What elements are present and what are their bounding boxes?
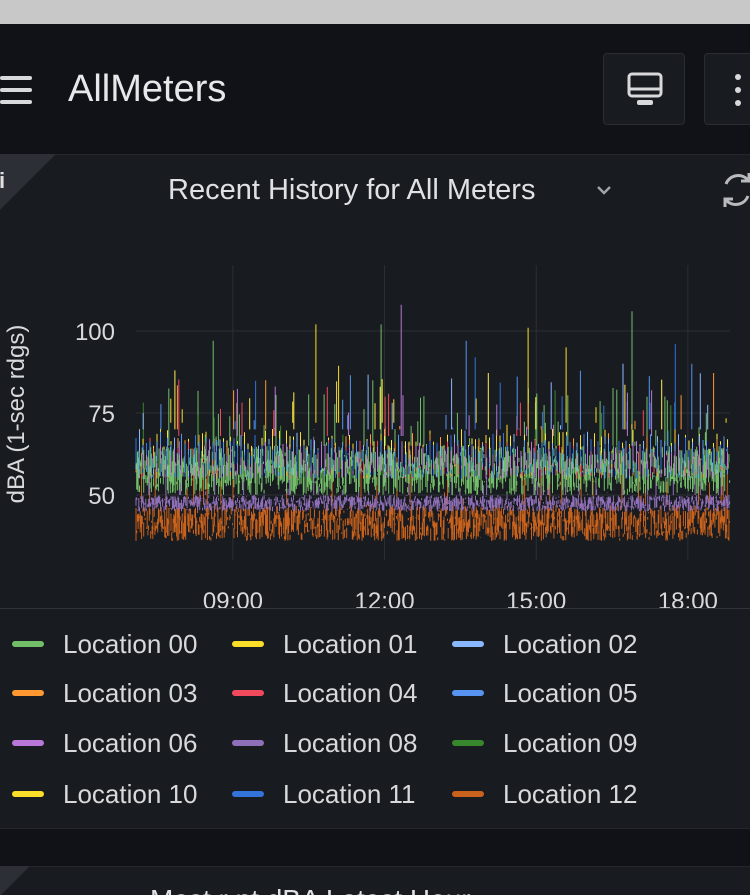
y-tick-label: 100 (75, 319, 115, 346)
panel-title[interactable]: Recent History for All Meters (168, 174, 536, 206)
legend-label: Location 08 (283, 728, 418, 758)
legend-item-location-03[interactable]: Location 03 (12, 678, 222, 708)
panel-info-corner[interactable] (0, 154, 56, 210)
series-line-location-01 (135, 324, 728, 469)
y-tick-label: 50 (88, 483, 115, 510)
legend-label: Location 03 (63, 678, 198, 708)
chart-bottom-border (0, 608, 750, 609)
legend-label: Location 01 (283, 629, 418, 659)
x-tick-label: 18:00 (658, 588, 718, 615)
more-options-button[interactable] (704, 53, 750, 125)
legend-item-location-02[interactable]: Location 02 (452, 629, 662, 659)
next-panel-title[interactable]: Most r nt dBA Latest Hour (150, 884, 471, 895)
legend-swatch (232, 791, 264, 797)
legend-label: Location 09 (503, 728, 638, 758)
legend-swatch (12, 791, 44, 797)
legend-label: Location 06 (63, 728, 198, 758)
legend-label: Location 11 (283, 779, 416, 809)
legend-swatch (232, 641, 264, 647)
info-icon[interactable]: i (0, 168, 6, 193)
legend-item-location-09[interactable]: Location 09 (452, 728, 662, 758)
legend-swatch (232, 740, 264, 746)
legend-label: Location 02 (503, 629, 638, 659)
next-panel-info-corner[interactable] (0, 866, 30, 895)
legend-item-location-05[interactable]: Location 05 (452, 678, 662, 708)
legend-swatch (12, 740, 44, 746)
legend-item-location-00[interactable]: Location 00 (12, 629, 222, 659)
legend-item-location-12[interactable]: Location 12 (452, 779, 662, 809)
legend-item-location-11[interactable]: Location 11 (232, 779, 442, 809)
chevron-down-icon[interactable] (596, 184, 612, 196)
legend-swatch (452, 791, 484, 797)
next-panel (0, 866, 750, 895)
legend-item-location-04[interactable]: Location 04 (232, 678, 442, 708)
legend-swatch (452, 641, 484, 647)
series-line-location-08 (135, 436, 731, 512)
refresh-icon[interactable] (720, 170, 750, 210)
x-tick-label: 12:00 (355, 588, 415, 615)
chart-series-lines (135, 304, 731, 541)
vertical-dots-icon (735, 74, 741, 80)
legend-swatch (12, 641, 44, 647)
browser-top-strip (0, 0, 750, 24)
series-line-location-06 (135, 304, 728, 479)
legend-label: Location 04 (283, 678, 418, 708)
y-axis-label: dBA (1-sec rdgs) (3, 325, 30, 504)
legend-item-location-01[interactable]: Location 01 (232, 629, 442, 659)
x-tick-label: 09:00 (203, 588, 263, 615)
time-series-chart[interactable]: 50 75 100 09:00 12:00 15:00 18:00 dBA (1-sec … (0, 250, 750, 620)
legend-label: Location 12 (503, 779, 638, 809)
monitor-icon (627, 72, 663, 105)
y-tick-label: 75 (88, 401, 115, 428)
legend-label: Location 00 (63, 629, 198, 659)
legend-swatch (452, 690, 484, 696)
legend-swatch (232, 690, 264, 696)
x-tick-label: 15:00 (506, 588, 566, 615)
legend-swatch (452, 740, 484, 746)
legend-item-location-08[interactable]: Location 08 (232, 728, 442, 758)
dashboard-title: AllMeters (68, 68, 227, 110)
hamburger-menu-icon[interactable] (0, 76, 34, 104)
legend-item-location-10[interactable]: Location 10 (12, 779, 222, 809)
series-line-location-12 (135, 447, 731, 541)
chart-grid (136, 265, 730, 560)
legend-item-location-06[interactable]: Location 06 (12, 728, 222, 758)
x-axis-ticks: 09:00 12:00 15:00 18:00 (203, 588, 718, 615)
tv-mode-button[interactable] (603, 53, 685, 125)
series-line-location-00 (135, 311, 731, 495)
y-axis-ticks: 50 75 100 (75, 319, 115, 510)
legend-swatch (12, 690, 44, 696)
legend-label: Location 05 (503, 678, 638, 708)
legend-label: Location 10 (63, 779, 198, 809)
